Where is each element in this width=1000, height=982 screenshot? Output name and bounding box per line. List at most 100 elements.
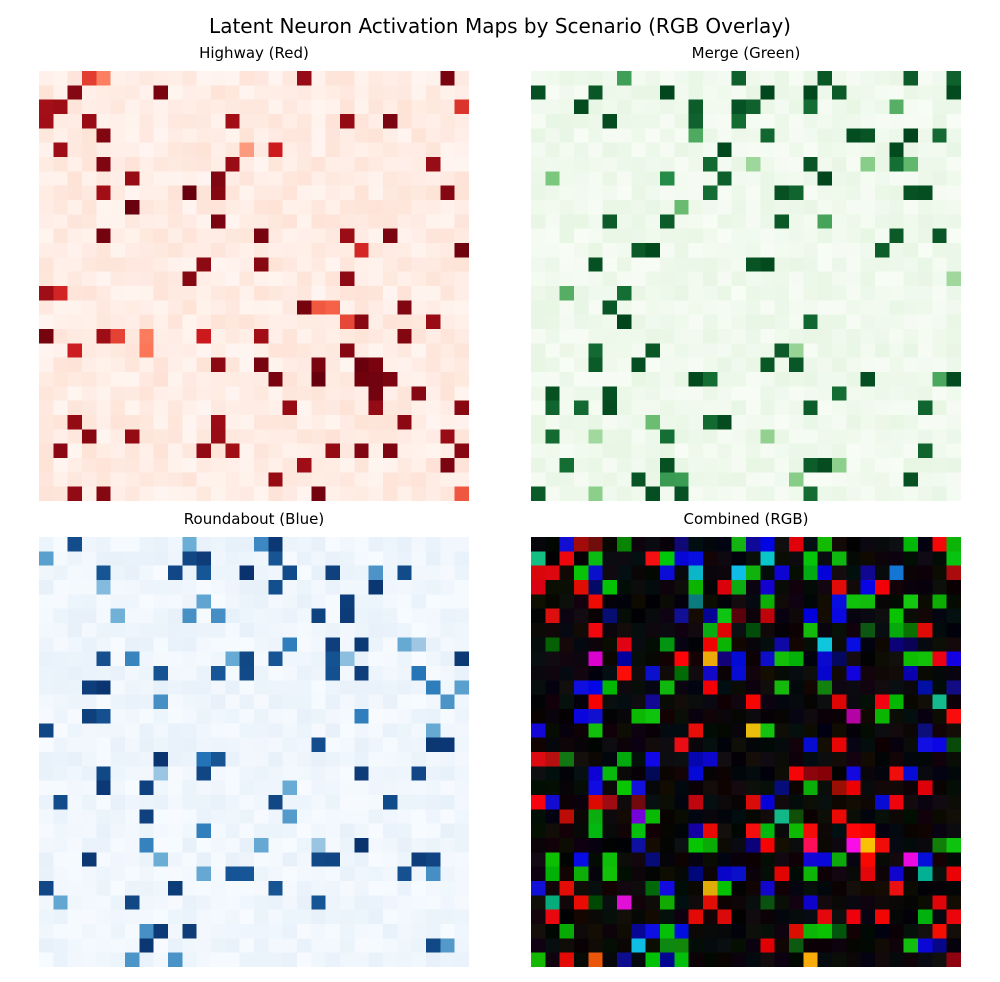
combined-cell xyxy=(717,852,733,868)
combined-cell xyxy=(660,766,675,782)
highway-cell xyxy=(411,329,427,344)
highway-cell xyxy=(454,343,469,359)
merge-cell xyxy=(574,415,589,430)
highway-cell xyxy=(354,214,370,230)
merge-cell xyxy=(559,400,575,416)
highway-cell xyxy=(440,71,456,86)
roundabout-cell xyxy=(325,537,341,552)
combined-cell xyxy=(918,694,933,710)
combined-cell xyxy=(774,938,790,954)
roundabout-cell xyxy=(440,666,456,681)
highway-cell xyxy=(297,214,312,230)
highway-cell xyxy=(354,271,370,287)
roundabout-cell xyxy=(297,608,312,624)
roundabout-cell xyxy=(225,823,241,839)
combined-cell xyxy=(903,623,919,638)
roundabout-cell xyxy=(268,909,284,925)
roundabout-cell xyxy=(411,737,427,753)
combined-cell xyxy=(774,809,790,825)
roundabout-cell xyxy=(340,709,355,724)
roundabout-cell xyxy=(454,780,469,796)
roundabout-cell xyxy=(239,737,255,753)
roundabout-cell xyxy=(182,838,198,853)
combined-cell xyxy=(760,651,776,667)
roundabout-cell xyxy=(182,651,198,667)
merge-cell xyxy=(918,472,933,488)
combined-cell xyxy=(760,809,776,825)
highway-cell xyxy=(182,214,198,230)
merge-cell xyxy=(574,185,589,201)
combined-cell xyxy=(588,580,604,595)
roundabout-cell xyxy=(440,780,456,796)
merge-cell xyxy=(889,415,905,430)
roundabout-cell xyxy=(368,780,384,796)
roundabout-cell xyxy=(153,608,169,624)
merge-cell xyxy=(674,128,690,144)
merge-cell xyxy=(703,257,718,273)
roundabout-cell xyxy=(354,594,370,610)
merge-cell xyxy=(617,228,632,244)
merge-cell xyxy=(889,85,905,101)
highway-cell xyxy=(82,171,97,187)
roundabout-cell xyxy=(225,795,241,810)
highway-cell xyxy=(297,486,312,501)
combined-cell xyxy=(631,795,647,810)
merge-cell xyxy=(789,386,804,402)
merge-cell xyxy=(588,257,604,273)
merge-cell xyxy=(717,185,733,201)
highway-cell xyxy=(168,128,183,144)
merge-cell xyxy=(803,329,819,344)
merge-cell xyxy=(731,85,747,101)
merge-cell xyxy=(717,429,733,445)
highway-cell xyxy=(139,429,155,445)
combined-cell xyxy=(717,895,733,911)
combined-cell xyxy=(903,809,919,825)
roundabout-cell xyxy=(368,694,384,710)
highway-cell xyxy=(325,228,341,244)
combined-cell xyxy=(545,881,561,896)
combined-cell xyxy=(617,809,632,825)
combined-cell xyxy=(574,737,589,753)
highway-cell xyxy=(254,286,269,301)
highway-cell xyxy=(426,300,441,316)
merge-cell xyxy=(717,329,733,344)
highway-cell xyxy=(397,157,413,172)
merge-cell xyxy=(617,343,632,359)
highway-cell xyxy=(297,286,312,301)
roundabout-cell xyxy=(282,852,298,868)
highway-cell xyxy=(211,257,226,273)
combined-cell xyxy=(674,565,690,581)
roundabout-cell xyxy=(39,594,54,610)
combined-cell xyxy=(602,623,618,638)
highway-cell xyxy=(196,314,212,330)
roundabout-cell xyxy=(354,809,370,825)
highway-cell xyxy=(39,228,54,244)
combined-cell xyxy=(559,565,575,581)
merge-cell xyxy=(846,243,862,258)
highway-cell xyxy=(139,114,155,129)
highway-cell xyxy=(196,343,212,359)
roundabout-cell xyxy=(110,723,126,739)
highway-cell xyxy=(53,458,69,473)
merge-cell xyxy=(817,329,833,344)
merge-cell xyxy=(674,472,690,488)
merge-cell xyxy=(545,400,561,416)
roundabout-cell xyxy=(440,852,456,868)
merge-cell xyxy=(645,415,661,430)
roundabout-cell xyxy=(225,881,241,896)
merge-cell xyxy=(860,372,876,387)
combined-cell xyxy=(889,752,905,767)
combined-cell xyxy=(846,651,862,667)
merge-cell xyxy=(645,171,661,187)
roundabout-cell xyxy=(354,737,370,753)
highway-cell xyxy=(139,458,155,473)
combined-cell xyxy=(545,752,561,767)
merge-cell xyxy=(531,329,546,344)
roundabout-cell xyxy=(268,537,284,552)
combined-cell xyxy=(574,694,589,710)
roundabout-cell xyxy=(211,752,226,767)
highway-cell xyxy=(325,386,341,402)
merge-cell xyxy=(889,185,905,201)
merge-cell xyxy=(760,71,776,86)
combined-cell xyxy=(846,823,862,839)
